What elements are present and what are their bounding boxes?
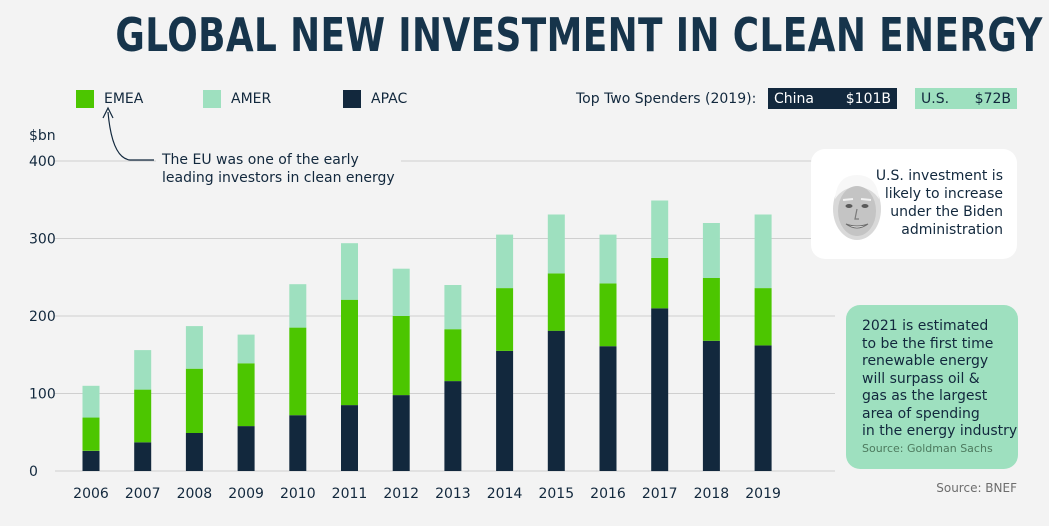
bar-2017-amer xyxy=(651,200,669,258)
bar-2013-apac xyxy=(444,381,462,471)
x-tick-label-2014: 2014 xyxy=(487,486,523,502)
bar-2012-apac xyxy=(392,395,410,471)
x-tick-label-2018: 2018 xyxy=(694,486,730,502)
legend-item-amer: AMER xyxy=(203,89,271,109)
bar-2006-amer xyxy=(82,385,100,418)
bar-2014-emea xyxy=(496,288,514,351)
x-tick-label-2008: 2008 xyxy=(177,486,213,502)
x-tick-label-2013: 2013 xyxy=(435,486,471,502)
bar-2019-amer xyxy=(754,214,772,289)
bar-2006-emea xyxy=(82,417,100,451)
y-tick-label-400: 400 xyxy=(29,154,56,170)
axis-labels: 0 100 200 300 400 2006 2007 2008 2009 2010 2011 201… xyxy=(29,154,781,502)
spender-china-badge: China $101B xyxy=(768,88,897,109)
x-tick-label-2019: 2019 xyxy=(745,486,781,502)
bar-2018-emea xyxy=(702,278,720,341)
annotation-arrow-line xyxy=(107,111,154,161)
forecast-callout: 2021 is estimated to be the first time r… xyxy=(846,305,1018,469)
bar-2011-emea xyxy=(341,299,358,406)
legend-swatch-emea xyxy=(76,90,94,108)
bar-2016-emea xyxy=(599,283,617,347)
bar-2006-apac xyxy=(82,450,100,471)
bar-2008-emea xyxy=(185,368,203,433)
legend-label-apac: APAC xyxy=(371,91,408,107)
x-tick-label-2016: 2016 xyxy=(590,486,626,502)
bars xyxy=(82,200,772,472)
bar-2018-apac xyxy=(702,340,720,471)
spender-us-badge: U.S. $72B xyxy=(915,88,1017,109)
x-tick-label-2012: 2012 xyxy=(383,486,419,502)
bar-2012-emea xyxy=(392,316,410,396)
bar-2013-emea xyxy=(444,329,462,382)
annotation-arrow-head xyxy=(102,106,114,119)
x-tick-label-2015: 2015 xyxy=(538,486,574,502)
bar-2008-amer xyxy=(185,326,203,369)
bar-2017-emea xyxy=(651,257,669,309)
bar-2010-apac xyxy=(289,415,307,471)
legend-label-amer: AMER xyxy=(231,91,272,107)
bar-2010-emea xyxy=(289,327,307,416)
bar-2009-amer xyxy=(237,334,255,364)
biden-portrait-icon xyxy=(833,175,881,240)
bar-2009-emea xyxy=(237,363,255,427)
top-spenders-label: Top Two Spenders (2019): xyxy=(576,91,757,107)
forecast-callout-text: 2021 is estimated to be the first time r… xyxy=(862,318,1018,439)
x-tick-label-2006: 2006 xyxy=(73,486,109,502)
spender-china-country: China xyxy=(774,90,814,107)
bar-2019-apac xyxy=(754,345,772,471)
x-tick-label-2010: 2010 xyxy=(280,486,316,502)
bar-2013-amer xyxy=(444,285,462,330)
bar-2009-apac xyxy=(237,426,255,471)
bar-2019-emea xyxy=(754,288,772,346)
biden-callout: U.S. investment is likely to increase un… xyxy=(811,149,1017,259)
legend-swatch-apac xyxy=(343,90,361,108)
bar-2014-apac xyxy=(496,350,514,471)
bar-2011-amer xyxy=(341,243,358,300)
chart-source-note: Source: BNEF xyxy=(936,481,1017,495)
spender-us-amount: $72B xyxy=(974,90,1011,107)
legend-item-apac: APAC xyxy=(343,89,407,109)
bar-2015-apac xyxy=(547,330,565,471)
bar-2010-amer xyxy=(289,284,307,328)
y-tick-label-100: 100 xyxy=(29,387,56,403)
bar-2014-amer xyxy=(496,234,514,289)
spender-china-amount: $101B xyxy=(845,90,891,107)
bar-2008-apac xyxy=(185,433,203,471)
eu-annotation: The EU was one of the early leading inve… xyxy=(156,151,401,187)
y-tick-label-200: 200 xyxy=(29,309,56,325)
legend-swatch-amer xyxy=(203,90,221,108)
legend-item-emea: EMEA xyxy=(76,89,143,109)
y-tick-label-300: 300 xyxy=(29,232,56,248)
eu-annotation-arrow xyxy=(102,106,154,161)
x-tick-label-2017: 2017 xyxy=(642,486,678,502)
legend-label-emea: EMEA xyxy=(104,91,144,107)
forecast-callout-source: Source: Goldman Sachs xyxy=(862,441,993,455)
bar-2011-apac xyxy=(341,405,358,471)
x-tick-label-2007: 2007 xyxy=(125,486,161,502)
bar-2007-apac xyxy=(134,442,152,471)
y-axis-unit-label: $bn xyxy=(29,128,56,144)
bar-2018-amer xyxy=(702,223,720,278)
bar-2015-amer xyxy=(547,214,565,274)
x-tick-label-2009: 2009 xyxy=(228,486,264,502)
bar-2016-amer xyxy=(599,234,617,284)
bar-2012-amer xyxy=(392,268,410,316)
biden-callout-text: U.S. investment is likely to increase un… xyxy=(875,168,1003,238)
x-tick-label-2011: 2011 xyxy=(332,486,368,502)
bar-2007-amer xyxy=(134,350,152,390)
bar-2017-apac xyxy=(651,308,669,472)
bar-2007-emea xyxy=(134,389,152,443)
page-title: GLOBAL NEW INVESTMENT IN CLEAN ENERGY xyxy=(115,8,1043,62)
spender-us-country: U.S. xyxy=(921,90,950,107)
bar-2016-apac xyxy=(599,346,617,471)
y-tick-label-0: 0 xyxy=(29,464,38,480)
bar-2015-emea xyxy=(547,273,565,331)
